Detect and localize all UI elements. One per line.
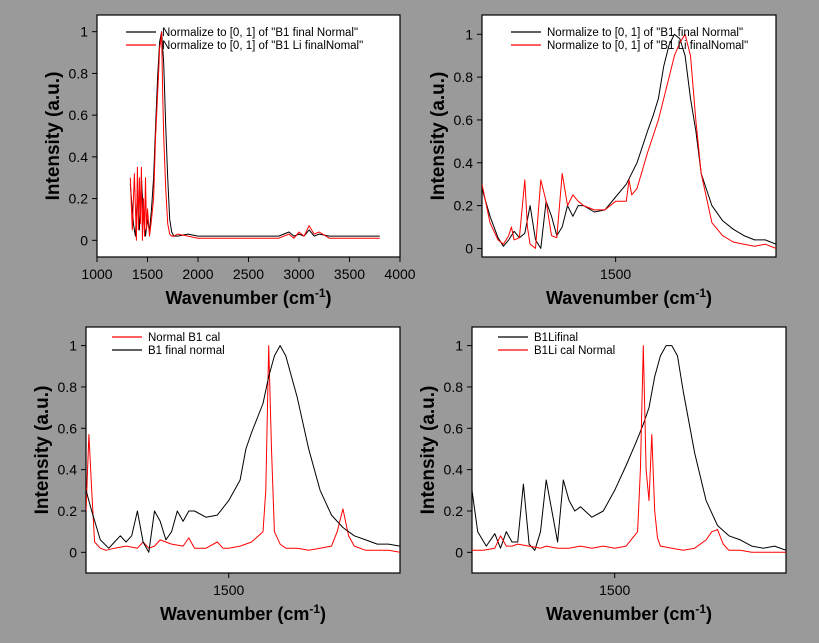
legend-entry: B1Li cal Normal [534,345,615,357]
y-axis-label: Intensity (a.u.) [418,386,439,515]
x-tick-label: 1500 [599,582,630,598]
x-tick-label: 1500 [132,266,163,282]
legend-entry: Normal B1 cal [148,332,220,344]
y-tick-label: 1 [80,24,88,40]
y-tick-label: 0.6 [69,107,89,123]
chart-panel-2: 0 0.2 0.4 0.6 0.8 1 1500 Wavenumber (cm-1) Inten… [428,14,777,308]
plot-area [85,326,401,574]
series-line-1 [482,33,776,249]
y-tick-label: 0.2 [444,503,464,519]
y-tick-label: 0.4 [444,462,464,478]
x-axis-label: Wavenumber (cm-1) [546,602,712,624]
y-tick-label: 0.6 [58,420,78,436]
x-axis-label: Wavenumber (cm-1) [165,286,331,308]
y-tick-label: 1 [465,26,473,42]
y-tick-label: 0.8 [69,65,89,81]
x-axis-label: Wavenumber (cm-1) [160,602,326,624]
y-tick-label: 0.2 [58,503,78,519]
series-line-2 [472,345,786,553]
x-axis-label: Wavenumber (cm-1) [546,286,712,308]
legend-entry: Normalize to [0, 1] of "B1 Li finalNomal… [162,40,363,52]
y-tick-label: 0.8 [454,69,474,85]
plot-area [481,14,777,258]
chart-panel-3: 0 0.2 0.4 0.6 0.8 1 1500 Wavenumber (cm-1) Inten… [32,326,401,624]
y-tick-label: 1 [69,338,77,354]
legend-entry: B1 final normal [148,345,225,357]
series-line-2 [129,31,380,241]
x-tick-label: 1000 [81,266,112,282]
y-tick-label: 0.4 [69,149,89,165]
series-line-1 [472,345,786,551]
legend-entry: Normalize to [0, 1] of "B1 final Normal" [547,27,743,39]
y-axis-label: Intensity (a.u.) [32,386,53,515]
y-tick-label: 0.2 [454,198,474,214]
y-tick-label: 0.6 [444,420,464,436]
legend: Normalize to [0, 1] of "B1 final Normal"… [126,27,363,52]
chart-panel-4: 0 0.2 0.4 0.6 0.8 1 1500 Wavenumber (cm-1) Inten… [418,326,787,624]
y-tick-label: 0 [465,240,473,256]
series-line-2 [482,33,776,249]
legend-entry: Normalize to [0, 1] of "B1 Li finalNomal… [547,40,748,52]
series-line-1 [86,345,400,553]
y-axis-label: Intensity (a.u.) [428,72,449,201]
y-tick-label: 0.8 [58,379,78,395]
chart-panel-1: 0 0.2 0.4 0.6 0.8 1 1000 1500 2000 2500 3000 3500 40… [43,14,416,308]
x-tick-label: 1500 [213,582,244,598]
plot-area [471,326,787,574]
x-tick-label: 2000 [182,266,213,282]
y-tick-label: 1 [455,338,463,354]
y-tick-label: 0.2 [69,191,89,207]
y-axis-label: Intensity (a.u.) [43,72,64,201]
legend-entry: B1Lifinal [534,332,578,344]
x-tick-label: 4000 [384,266,415,282]
y-tick-label: 0.6 [454,112,474,128]
x-tick-label: 3000 [283,266,314,282]
x-tick-label: 3500 [334,266,365,282]
x-tick-label: 1500 [600,266,631,282]
legend: Normalize to [0, 1] of "B1 final Normal"… [511,27,748,52]
y-tick-label: 0 [69,544,77,560]
x-tick-label: 2500 [233,266,264,282]
y-tick-label: 0.4 [454,155,474,171]
y-tick-label: 0 [80,232,88,248]
y-tick-label: 0.8 [444,379,464,395]
series-line-2 [86,345,400,553]
y-tick-label: 0.4 [58,462,78,478]
legend-entry: Normalize to [0, 1] of "B1 final Normal" [162,27,358,39]
y-tick-label: 0 [455,544,463,560]
